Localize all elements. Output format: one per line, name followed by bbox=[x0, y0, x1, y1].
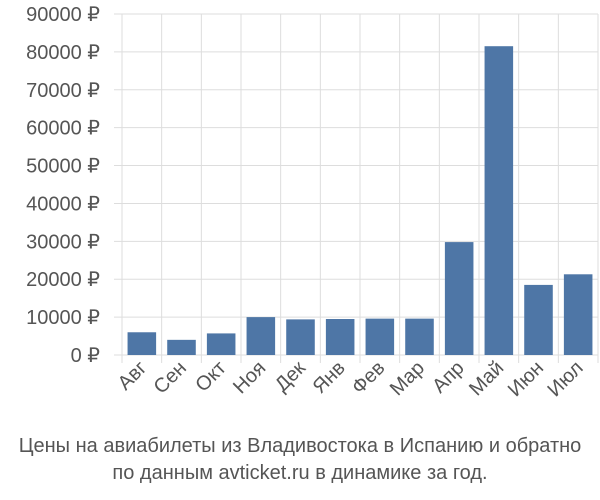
bar-6 bbox=[325, 319, 355, 355]
y-tick-label: 0 ₽ bbox=[71, 345, 101, 367]
x-tick-label: Май bbox=[465, 357, 508, 400]
x-tick-label: Апр bbox=[428, 357, 469, 398]
x-tick-label: Дек bbox=[271, 357, 310, 396]
x-tick-label: Июн bbox=[504, 357, 548, 401]
y-tick-label: 50000 ₽ bbox=[26, 156, 100, 178]
bar-12 bbox=[563, 274, 593, 355]
bar-4 bbox=[246, 317, 276, 355]
bar-2 bbox=[167, 339, 196, 355]
x-tick-label: Авг bbox=[114, 357, 152, 395]
x-tick-label: Сен bbox=[150, 357, 191, 398]
x-tick-label: Мар bbox=[386, 357, 429, 400]
bar-5 bbox=[286, 319, 315, 355]
y-tick-label: 20000 ₽ bbox=[26, 269, 100, 291]
bar-3 bbox=[206, 333, 236, 355]
bar-8 bbox=[405, 318, 434, 355]
bar-10 bbox=[484, 46, 514, 355]
y-tick-label: 80000 ₽ bbox=[26, 42, 100, 64]
y-tick-label: 70000 ₽ bbox=[26, 80, 100, 102]
grid-lines bbox=[114, 13, 599, 363]
y-tick-label: 40000 ₽ bbox=[26, 193, 100, 215]
x-tick-label: Окт bbox=[191, 357, 230, 396]
x-tick-label: Янв bbox=[309, 357, 350, 398]
y-tick-label: 30000 ₽ bbox=[26, 231, 100, 253]
x-tick-label: Фев bbox=[348, 357, 390, 399]
bar-7 bbox=[365, 318, 395, 355]
bar-11 bbox=[524, 284, 553, 355]
chart-caption-line-2: по данным avticket.ru в динамике за год. bbox=[112, 462, 488, 484]
bars bbox=[127, 46, 593, 355]
chart-caption-line-1: Цены на авиабилеты из Владивостока в Исп… bbox=[18, 435, 582, 457]
y-tick-label: 90000 ₽ bbox=[26, 4, 100, 26]
bar-1 bbox=[127, 332, 157, 355]
y-tick-label: 60000 ₽ bbox=[26, 118, 100, 140]
price-bar-chart: 0 ₽ 10000 ₽ 20000 ₽ 30000 ₽ 40000 ₽ 50000 ₽ 60… bbox=[26, 4, 599, 401]
x-tick-label: Ноя bbox=[229, 357, 270, 398]
y-tick-label: 10000 ₽ bbox=[26, 307, 100, 329]
bar-9 bbox=[444, 242, 474, 355]
y-axis: 0 ₽ 10000 ₽ 20000 ₽ 30000 ₽ 40000 ₽ 50000 ₽ 60… bbox=[26, 4, 100, 367]
x-tick-label: Июл bbox=[543, 357, 587, 401]
